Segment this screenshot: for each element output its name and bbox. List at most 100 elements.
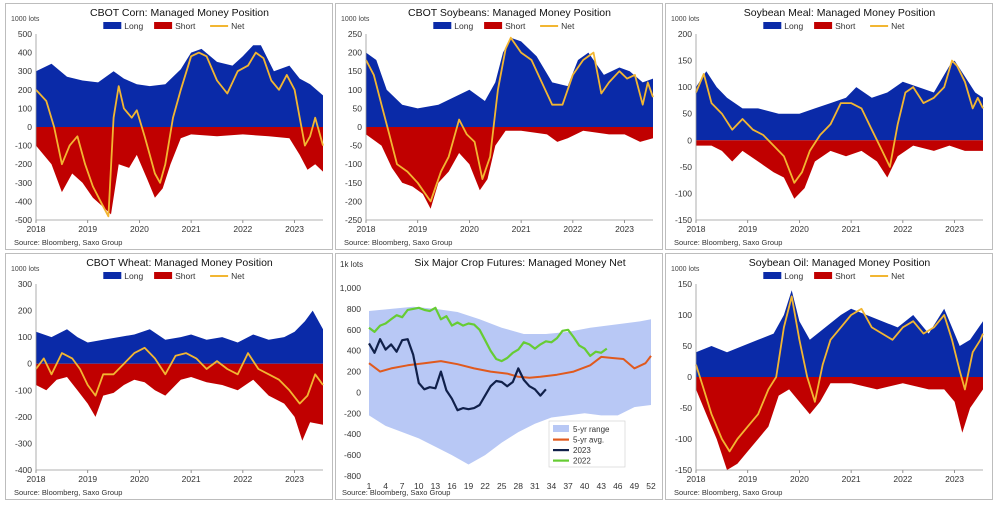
y-tick-label: -150 bbox=[675, 215, 692, 225]
x-tick-label: 2022 bbox=[893, 474, 912, 484]
long-series-area bbox=[36, 45, 323, 128]
x-tick-label: 2022 bbox=[563, 224, 582, 234]
legend-swatch-2022 bbox=[553, 459, 569, 462]
x-tick-label: 2018 bbox=[27, 224, 46, 234]
x-tick-label: 2020 bbox=[130, 224, 149, 234]
legend-label-short: Short bbox=[175, 271, 196, 281]
legend-label-short: Short bbox=[835, 21, 856, 31]
y-tick-label: -600 bbox=[344, 450, 361, 460]
legend-swatch-net bbox=[870, 275, 889, 277]
x-tick-label: 2022 bbox=[233, 474, 252, 484]
legend-label-5-yr-range: 5-yr range bbox=[573, 425, 610, 434]
chart-title: Six Major Crop Futures: Managed Money Ne… bbox=[414, 257, 625, 269]
y-tick-label: -100 bbox=[675, 434, 692, 444]
legend-label-long: Long bbox=[124, 271, 143, 281]
y-tick-label: 0 bbox=[356, 387, 361, 397]
y-tick-label: -300 bbox=[15, 438, 32, 448]
y-tick-label: 600 bbox=[347, 325, 361, 335]
y-tick-label: 0 bbox=[687, 372, 692, 382]
y-tick-label: -400 bbox=[15, 465, 32, 475]
legend-label-long: Long bbox=[454, 21, 473, 31]
y-tick-label: -100 bbox=[345, 159, 362, 169]
year-2023-line bbox=[368, 338, 547, 412]
long-series-area bbox=[366, 37, 653, 128]
y-tick-label: 150 bbox=[348, 66, 362, 76]
x-tick-label: 49 bbox=[630, 481, 640, 491]
y-tick-label: 0 bbox=[687, 135, 692, 145]
legend-swatch-short bbox=[154, 22, 173, 29]
unit-label: 1000 lots bbox=[11, 16, 40, 23]
chart-svg: CBOT Corn: Managed Money Position 1000 lo… bbox=[11, 7, 324, 247]
y-tick-label: -150 bbox=[675, 465, 692, 475]
long-series-area bbox=[696, 60, 983, 141]
x-tick-label: 25 bbox=[497, 481, 507, 491]
y-tick-label: 800 bbox=[347, 304, 361, 314]
y-tick-label: -200 bbox=[15, 412, 32, 422]
x-tick-label: 2023 bbox=[945, 224, 964, 234]
x-tick-label: 28 bbox=[514, 481, 524, 491]
unit-label: 1000 lots bbox=[341, 16, 370, 23]
legend-swatch-short bbox=[814, 272, 833, 279]
y-tick-label: 200 bbox=[18, 306, 32, 316]
legend-label-short: Short bbox=[505, 21, 526, 31]
unit-label: 1000 lots bbox=[671, 266, 700, 273]
y-tick-label: 200 bbox=[348, 48, 362, 58]
y-tick-label: 50 bbox=[353, 103, 363, 113]
legend-label-net: Net bbox=[891, 21, 905, 31]
x-tick-label: 2021 bbox=[512, 224, 531, 234]
unit-label: 1k lots bbox=[340, 260, 363, 269]
chart-title: CBOT Corn: Managed Money Position bbox=[90, 7, 269, 19]
long-series-area bbox=[696, 290, 983, 377]
y-tick-label: -100 bbox=[15, 385, 32, 395]
chart-title: CBOT Wheat: Managed Money Position bbox=[86, 257, 273, 269]
y-tick-label: 100 bbox=[348, 85, 362, 95]
chart-title: CBOT Soybeans: Managed Money Position bbox=[408, 7, 611, 19]
x-tick-label: 40 bbox=[580, 481, 590, 491]
legend-label-long: Long bbox=[784, 271, 803, 281]
x-tick-label: 2019 bbox=[738, 224, 757, 234]
soybean-meal-chart-panel: Soybean Meal: Managed Money Position 1000… bbox=[665, 3, 993, 250]
y-tick-label: -200 bbox=[345, 196, 362, 206]
x-tick-label: 2021 bbox=[182, 474, 201, 484]
y-tick-label: 0 bbox=[357, 122, 362, 132]
chart-svg: Soybean Meal: Managed Money Position1000… bbox=[671, 7, 984, 247]
x-tick-label: 2020 bbox=[790, 224, 809, 234]
legend-swatch-net bbox=[210, 275, 229, 277]
source-note: Source: Bloomberg, Saxo Group bbox=[674, 488, 782, 497]
x-tick-label: 2020 bbox=[130, 474, 149, 484]
x-tick-label: 31 bbox=[530, 481, 540, 491]
unit-label: 1000 lots bbox=[671, 16, 700, 23]
legend-swatch-short bbox=[814, 22, 833, 29]
net-series-line bbox=[35, 51, 324, 218]
y-tick-label: 200 bbox=[678, 29, 692, 39]
net-series-line bbox=[695, 59, 984, 184]
y-tick-label: 100 bbox=[18, 103, 32, 113]
x-tick-label: 19 bbox=[464, 481, 474, 491]
legend-label-2023: 2023 bbox=[573, 446, 591, 455]
y-tick-label: 100 bbox=[18, 332, 32, 342]
y-tick-label: 150 bbox=[678, 279, 692, 289]
source-note: Source: Bloomberg, Saxo Group bbox=[674, 238, 782, 247]
long-series-area bbox=[36, 310, 323, 364]
x-tick-label: 2019 bbox=[408, 224, 427, 234]
source-note: Source: Bloomberg, Saxo Group bbox=[342, 488, 450, 497]
x-tick-label: 10 bbox=[414, 481, 424, 491]
x-tick-label: 2021 bbox=[842, 474, 861, 484]
x-tick-label: 4 bbox=[383, 481, 388, 491]
y-tick-label: 200 bbox=[347, 367, 361, 377]
legend-swatch-long bbox=[763, 272, 782, 279]
y-tick-label: -800 bbox=[344, 471, 361, 481]
y-tick-label: 100 bbox=[678, 310, 692, 320]
y-tick-label: 200 bbox=[18, 85, 32, 95]
legend-swatch-short bbox=[154, 272, 173, 279]
x-tick-label: 46 bbox=[613, 481, 623, 491]
y-tick-label: -100 bbox=[15, 141, 32, 151]
y-tick-label: 250 bbox=[348, 29, 362, 39]
y-tick-label: -400 bbox=[344, 429, 361, 439]
y-tick-label: -200 bbox=[15, 159, 32, 169]
short-series-area bbox=[36, 363, 323, 441]
x-tick-label: 2023 bbox=[285, 224, 304, 234]
legend-swatch-2023 bbox=[553, 449, 569, 452]
x-tick-label: 22 bbox=[480, 481, 490, 491]
chart-svg: Six Major Crop Futures: Managed Money Ne… bbox=[340, 257, 656, 497]
